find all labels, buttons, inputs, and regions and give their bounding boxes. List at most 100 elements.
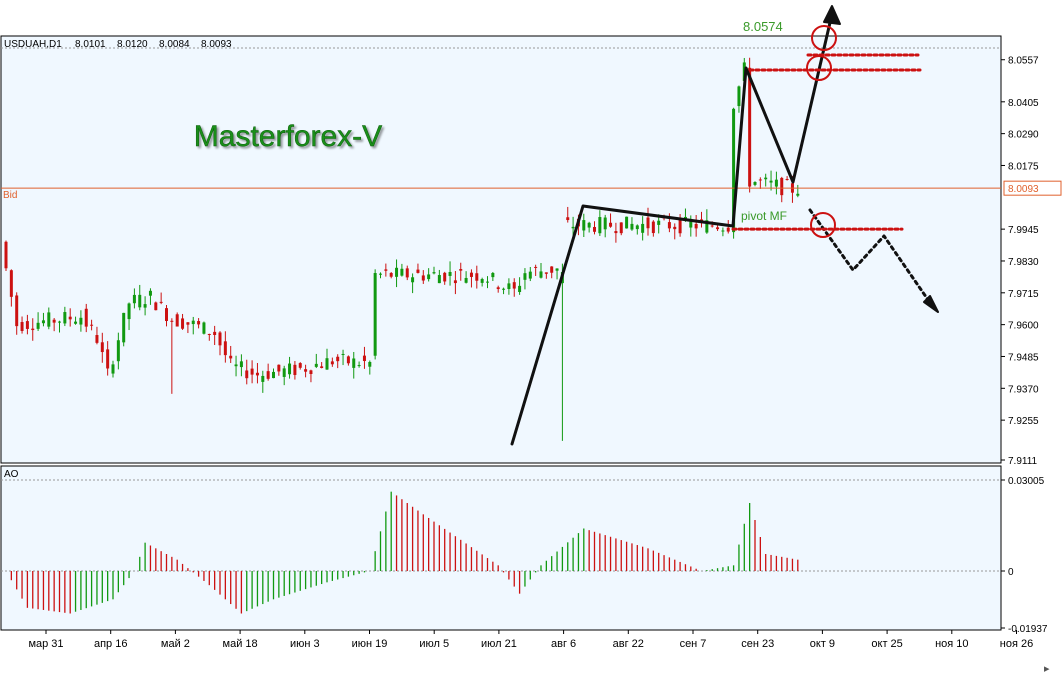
y-tick-label: 8.0290 (1008, 130, 1039, 141)
candle-body (395, 267, 399, 277)
main-panel (0, 35, 1002, 464)
candle-body (207, 334, 211, 336)
candle-body (405, 268, 409, 278)
wave-drawing (510, 5, 939, 446)
y-tick-label: 7.9945 (1008, 225, 1039, 236)
x-tick-label: окт 25 (871, 638, 902, 650)
symbol-title: USDUAH,D1 (4, 39, 62, 50)
y-tick-label: 7.9370 (1008, 384, 1039, 395)
candle-body (716, 227, 720, 230)
candle-body (266, 371, 270, 379)
y-tick-label: 7.9255 (1008, 416, 1039, 427)
candle-body (277, 364, 281, 372)
candle-body (721, 230, 725, 232)
y-tick-label: 7.9830 (1008, 257, 1039, 268)
target-circle (811, 25, 837, 51)
candle-body (218, 332, 222, 346)
x-tick-label: июл 21 (481, 638, 517, 650)
candle-body (651, 221, 655, 234)
candle-body (437, 275, 441, 284)
close-value: 8.0093 (201, 39, 232, 50)
y-tick-label: 7.9715 (1008, 289, 1039, 300)
x-tick-label: авг 6 (551, 638, 576, 650)
x-tick-label: апр 16 (94, 638, 127, 650)
candle-body (36, 322, 40, 329)
candle-body (58, 321, 61, 323)
candle-body (667, 222, 671, 229)
candle-body (250, 368, 254, 375)
candle-body (63, 312, 67, 324)
candle-body (427, 274, 431, 280)
candle-body (566, 217, 570, 221)
candle-body (116, 340, 120, 362)
candle-body (443, 272, 447, 282)
candle-body (261, 375, 265, 382)
candle-body (384, 269, 388, 271)
ao-axis: 0.03005 0 -0.01937 (1001, 476, 1048, 635)
candle-body (459, 269, 463, 271)
candle-body (325, 358, 329, 370)
upper-circle (806, 55, 832, 81)
candle-body (475, 273, 479, 281)
candle-body (15, 295, 19, 327)
candle-body (41, 320, 45, 324)
candle-body (373, 273, 377, 356)
candle-body (646, 217, 650, 229)
candle-body (159, 301, 163, 303)
right-axis-strip (1002, 36, 1062, 630)
candle-body (673, 226, 677, 230)
candle-body (25, 321, 29, 329)
arrow-head-down (923, 295, 939, 313)
candle-body (255, 372, 259, 376)
candle-body (780, 177, 784, 196)
candle-body (571, 226, 575, 229)
candle-body (416, 269, 420, 273)
x-tick-label: авг 22 (613, 638, 644, 650)
bid-price-box (1003, 180, 1062, 196)
candle-body (186, 322, 190, 325)
candle-body (288, 363, 292, 375)
candle-body (609, 222, 613, 227)
ao-tick-label: 0 (1008, 567, 1014, 578)
candle-body (582, 220, 586, 231)
candle-body (229, 355, 233, 359)
open-value: 8.0101 (75, 39, 106, 50)
candle-body (678, 217, 682, 234)
candle-body (181, 318, 185, 329)
wave-solid-line (510, 12, 834, 446)
x-tick-label: ноя 10 (935, 638, 968, 650)
candle-body (106, 349, 110, 369)
corner-glyph: ▸ (1044, 662, 1050, 675)
candle-body (111, 364, 115, 374)
candle-body (239, 361, 243, 368)
candle-body (732, 108, 736, 233)
candle-body (4, 241, 8, 269)
candle-body (448, 271, 452, 276)
candle-body (480, 279, 484, 283)
candle-body (641, 223, 645, 233)
candle-body (379, 273, 382, 275)
ao-tick-label: 0.03005 (1008, 476, 1045, 487)
candle-body (432, 272, 436, 274)
candle-body (304, 369, 308, 372)
target-label: 8.0574 (743, 19, 783, 34)
candle-body (411, 277, 415, 283)
candle-body (175, 314, 179, 327)
candle-body (619, 222, 623, 234)
x-tick-label: сен 23 (741, 638, 774, 650)
candle-body (774, 179, 778, 187)
candle-body (368, 361, 372, 367)
candle-body (614, 231, 618, 234)
candle-body (282, 368, 286, 377)
watermark: Masterforex-V (194, 120, 382, 153)
candle-body (764, 177, 768, 180)
candle-body (453, 280, 457, 284)
x-tick-label: окт 9 (810, 638, 835, 650)
candle-body (694, 223, 698, 229)
candle-body (700, 219, 703, 221)
candle-body (352, 358, 356, 368)
price-axis: 8.0557 8.0405 8.0290 8.0175 7.9945 7.9830 7.97… (1001, 56, 1039, 467)
wave-dotted-line (808, 208, 935, 309)
candle-body (496, 287, 500, 290)
